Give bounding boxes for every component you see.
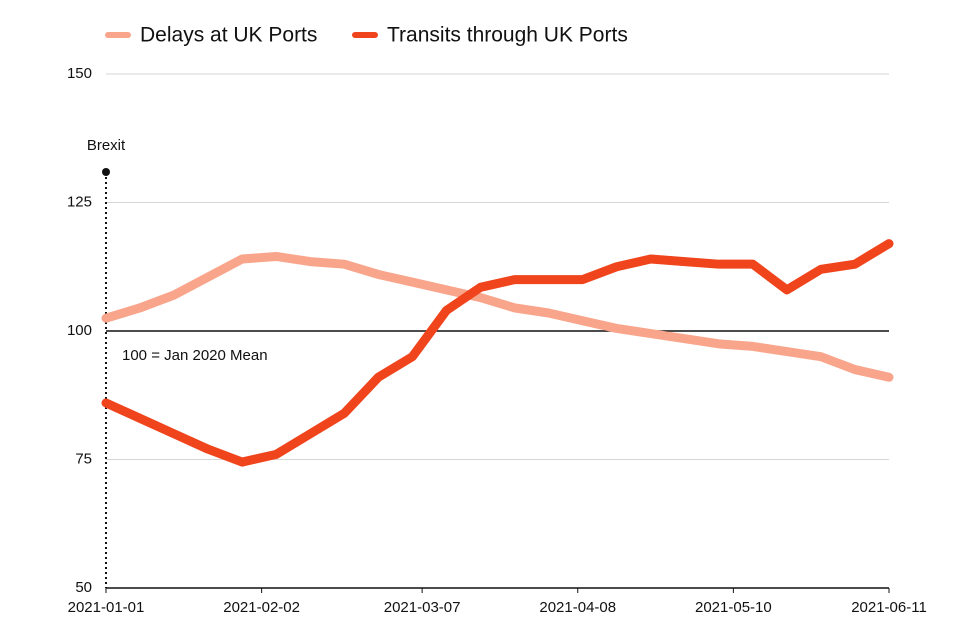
legend-label: Transits through UK Ports [387, 24, 628, 47]
event-dot [102, 168, 110, 176]
legend-label: Delays at UK Ports [140, 24, 317, 47]
event-label: Brexit [87, 137, 126, 154]
reference-label: 100 = Jan 2020 Mean [122, 347, 268, 364]
x-tick-label: 2021-02-02 [223, 599, 300, 616]
x-tick-label: 2021-04-08 [539, 599, 616, 616]
x-tick-label: 2021-05-10 [695, 599, 772, 616]
y-tick-label: 75 [75, 450, 92, 467]
x-tick-label: 2021-01-01 [68, 599, 145, 616]
x-tick-label: 2021-06-11 [851, 599, 927, 616]
series-line [101, 239, 894, 467]
series-line [101, 251, 894, 382]
y-tick-label: 50 [75, 579, 92, 596]
y-tick-label: 125 [67, 193, 92, 210]
y-tick-label: 100 [67, 322, 92, 339]
x-tick-label: 2021-03-07 [384, 599, 461, 616]
legend: Delays at UK Ports Transits through UK Po… [105, 24, 628, 47]
y-tick-label: 150 [67, 65, 92, 82]
